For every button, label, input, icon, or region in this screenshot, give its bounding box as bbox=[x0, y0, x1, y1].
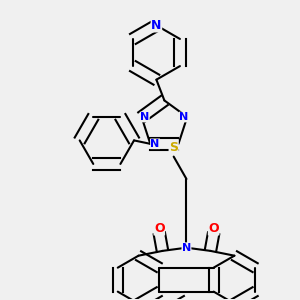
Text: S: S bbox=[169, 140, 178, 154]
Text: O: O bbox=[208, 222, 219, 235]
Text: N: N bbox=[140, 112, 149, 122]
Text: N: N bbox=[151, 19, 162, 32]
Text: O: O bbox=[154, 222, 165, 235]
Text: N: N bbox=[182, 243, 191, 253]
Text: N: N bbox=[179, 112, 189, 122]
Text: N: N bbox=[151, 139, 160, 149]
